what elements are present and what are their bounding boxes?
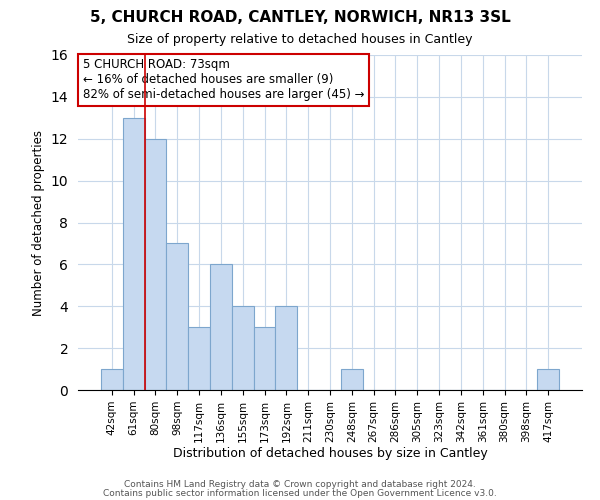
Text: Size of property relative to detached houses in Cantley: Size of property relative to detached ho… (127, 32, 473, 46)
Bar (188, 327, 210, 390)
Bar (232, 306, 254, 390)
Bar (145, 138, 166, 390)
X-axis label: Distribution of detached houses by size in Cantley: Distribution of detached houses by size … (173, 448, 487, 460)
Bar (341, 369, 363, 390)
Text: Contains HM Land Registry data © Crown copyright and database right 2024.: Contains HM Land Registry data © Crown c… (124, 480, 476, 489)
Bar (101, 369, 123, 390)
Bar (275, 306, 297, 390)
Bar (123, 118, 145, 390)
Text: 5, CHURCH ROAD, CANTLEY, NORWICH, NR13 3SL: 5, CHURCH ROAD, CANTLEY, NORWICH, NR13 3… (89, 10, 511, 25)
Text: Contains public sector information licensed under the Open Government Licence v3: Contains public sector information licen… (103, 490, 497, 498)
Bar (254, 327, 275, 390)
Bar (210, 264, 232, 390)
Bar (537, 369, 559, 390)
Y-axis label: Number of detached properties: Number of detached properties (32, 130, 45, 316)
Text: 5 CHURCH ROAD: 73sqm
← 16% of detached houses are smaller (9)
82% of semi-detach: 5 CHURCH ROAD: 73sqm ← 16% of detached h… (83, 58, 365, 102)
Bar (166, 244, 188, 390)
